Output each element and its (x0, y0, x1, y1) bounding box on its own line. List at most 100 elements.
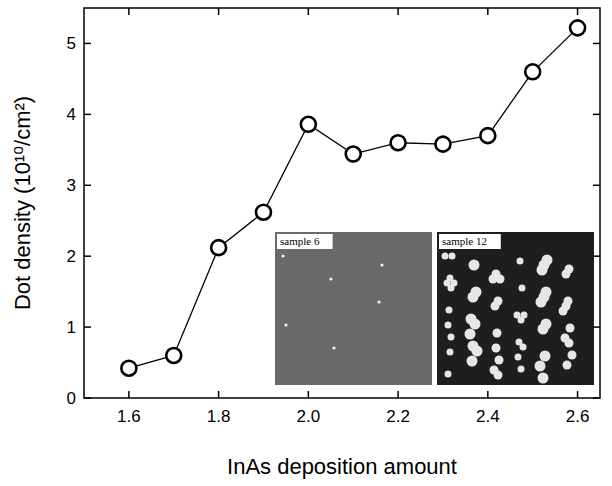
inset-dot (521, 312, 528, 319)
inset-dot (449, 253, 456, 260)
y-tick (84, 397, 91, 399)
x-tick (128, 391, 130, 398)
inset-dot (468, 341, 479, 352)
inset-dot (467, 356, 478, 367)
data-point (570, 20, 585, 35)
x-tick (487, 391, 489, 398)
x-tick-top (308, 8, 310, 15)
inset-dot (446, 307, 453, 314)
inset-dot (377, 300, 380, 303)
inset-dot (492, 344, 501, 353)
inset-label-bg (439, 234, 501, 249)
x-tick-label: 1.6 (117, 407, 141, 426)
x-tick-label: 1.8 (207, 407, 231, 426)
x-tick-top (397, 8, 399, 15)
y-tick-right (593, 185, 600, 187)
inset-dot (490, 366, 499, 375)
y-tick (84, 255, 91, 257)
data-point (301, 117, 316, 132)
inset-dot (515, 354, 522, 361)
x-tick (308, 391, 310, 398)
data-point (525, 64, 540, 79)
inset-label: sample 6 (280, 235, 320, 247)
inset-dot (284, 323, 287, 326)
inset-dot (447, 275, 454, 282)
x-tick (218, 391, 220, 398)
inset-dot (471, 287, 482, 298)
inset-dot (516, 339, 523, 346)
inset-dot (332, 346, 335, 349)
y-tick (84, 114, 91, 116)
y-axis-title: Dot density (10¹⁰/cm²) (10, 96, 35, 310)
data-point (121, 361, 136, 376)
y-tick-right (593, 255, 600, 257)
x-tick-label: 2.4 (476, 407, 500, 426)
inset-dot (565, 265, 574, 274)
inset-dot (514, 312, 521, 319)
inset-dot (466, 314, 477, 325)
x-tick-label: 2.2 (386, 407, 410, 426)
data-point (346, 147, 361, 162)
y-tick-right (593, 43, 600, 45)
y-tick-right (593, 114, 600, 116)
inset-dot (445, 371, 452, 378)
inset-dot (518, 366, 525, 373)
x-tick (397, 391, 399, 398)
inset-dot (517, 258, 524, 265)
data-point (435, 137, 450, 152)
inset-dot (448, 334, 455, 341)
inset-dot (519, 285, 526, 292)
y-tick-label: 0 (67, 389, 76, 408)
x-tick (577, 391, 579, 398)
y-tick-right (593, 397, 600, 399)
inset-label-bg (277, 234, 333, 249)
x-tick-label: 2.0 (297, 407, 321, 426)
y-tick (84, 326, 91, 328)
inset-background (275, 232, 432, 385)
inset-dot (442, 253, 449, 260)
data-point (391, 135, 406, 150)
y-tick-label: 5 (67, 34, 76, 53)
data-point (480, 128, 495, 143)
x-tick-top (577, 8, 579, 15)
inset-dot (445, 322, 452, 329)
y-tick-label: 4 (67, 105, 76, 124)
x-tick-top (218, 8, 220, 15)
y-tick-label: 3 (67, 176, 76, 195)
inset-dot (493, 329, 502, 338)
inset-dot (540, 351, 551, 362)
inset-background (437, 232, 594, 385)
data-point (211, 240, 226, 255)
inset-dot (539, 292, 550, 303)
inset-dot (538, 373, 549, 384)
data-line (129, 28, 578, 368)
inset-dot (535, 361, 546, 372)
data-point (166, 348, 181, 363)
inset-dot (542, 255, 553, 266)
chart: sample 6sample 121.61.82.02.22.42.601234… (0, 0, 612, 486)
inset-label: sample 12 (442, 235, 487, 247)
inset-dot (492, 270, 501, 279)
y-tick-right (593, 326, 600, 328)
y-tick (84, 43, 91, 45)
x-axis-title: InAs deposition amount (227, 454, 457, 479)
inset-image: sample 12 (437, 232, 594, 385)
inset-dot (494, 297, 503, 306)
inset-dot (568, 351, 577, 360)
data-point (256, 205, 271, 220)
y-tick-label: 1 (67, 318, 76, 337)
inset-dot (380, 263, 383, 266)
x-tick-top (128, 8, 130, 15)
inset-dot (561, 334, 570, 343)
inset-dot (566, 324, 575, 333)
x-tick-top (487, 8, 489, 15)
inset-dot (563, 361, 572, 370)
inset-dot (329, 277, 332, 280)
inset-dot (541, 319, 552, 330)
inset-image: sample 6 (275, 232, 432, 385)
y-tick-label: 2 (67, 247, 76, 266)
inset-dot (537, 265, 548, 276)
inset-dot (447, 349, 454, 356)
data-group (121, 20, 585, 375)
plot-frame (84, 8, 600, 398)
